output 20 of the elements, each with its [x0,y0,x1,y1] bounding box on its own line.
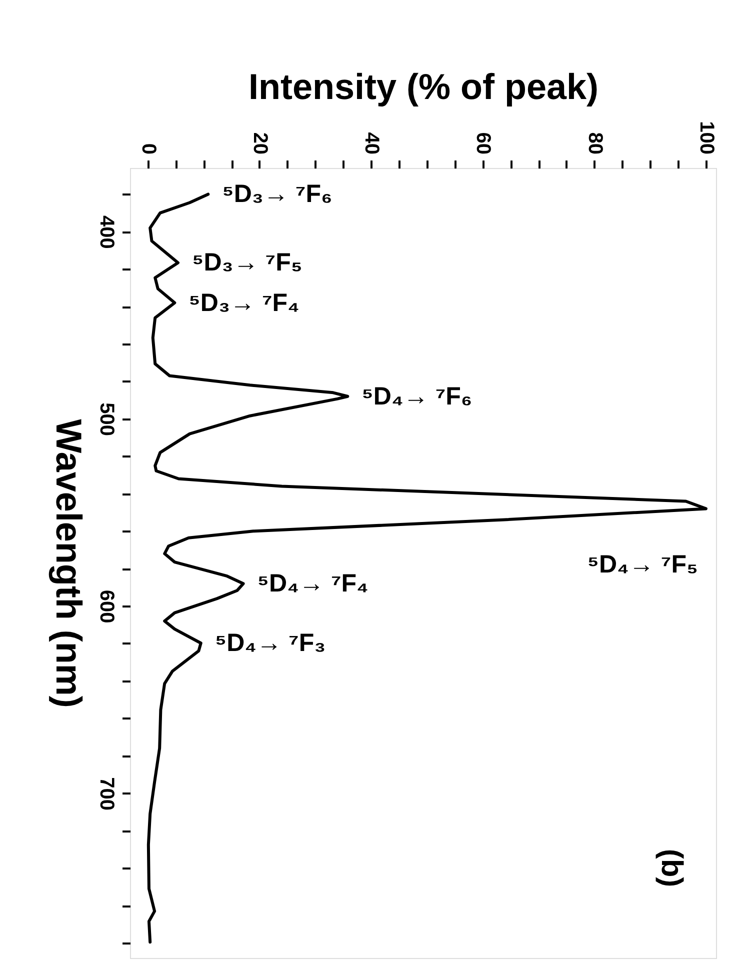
y-tick-label: 600 [96,590,118,624]
annotation: ⁵D₃→ ⁷F₅ [192,248,302,277]
x-axis-title: Intensity (% of peak) [248,66,599,108]
annotation: ⁵D₃→ ⁷F₆ [222,180,332,208]
x-tick-label: 20 [248,132,271,154]
y-tick-label: 400 [96,215,118,249]
annotation: ⁵D₄→ ⁷F₅ [587,550,698,579]
y-tick-label: 700 [96,777,118,810]
x-tick-label: 40 [360,132,383,154]
x-tick-label: 0 [137,143,160,154]
annotation: (b) [655,848,688,888]
y-tick-label: 500 [96,402,118,436]
y-axis-title: Wavelength (nm) [48,419,90,708]
x-tick-label: 60 [472,132,494,154]
annotation: ⁵D₄→ ⁷F₄ [257,570,368,598]
annotation: ⁵D₄→ ⁷F₃ [214,629,326,658]
annotation: ⁵D₄→ ⁷F₆ [362,382,472,410]
annotation: ⁵D₃→ ⁷F₄ [188,288,300,317]
x-tick-label: 80 [584,132,606,154]
x-tick-label: 100 [695,121,718,154]
